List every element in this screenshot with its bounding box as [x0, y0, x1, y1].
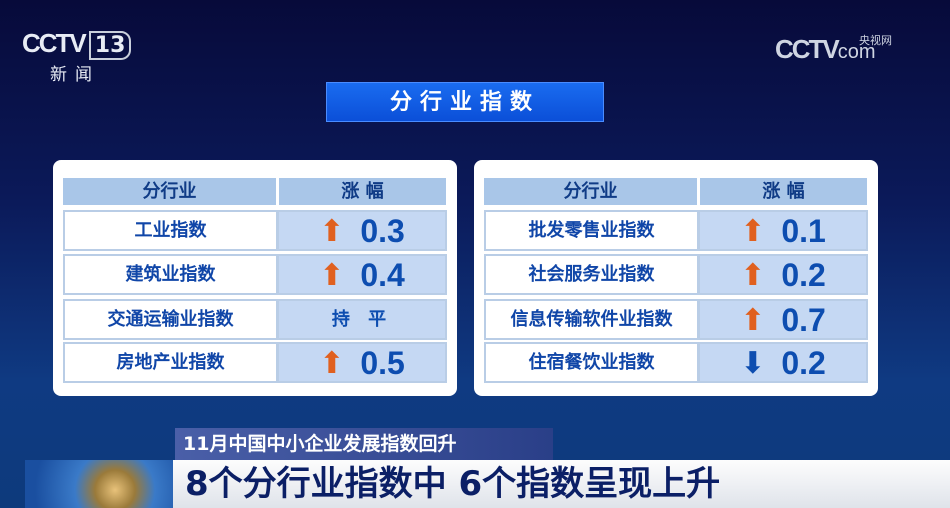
index-table-2: 分行业 涨 幅批发零售业指数 ⬆ 0.1 社会服务业指数 ⬆ 0.2 信息传输软件业指数…: [474, 160, 878, 396]
change-cell: 持 平: [277, 299, 447, 340]
watermark-logo: CCTVcom 央视网: [775, 34, 892, 65]
logo-text: CCTV: [22, 28, 87, 58]
change-cell: ⬆ 0.1: [698, 210, 868, 251]
header-change: 涨 幅: [279, 178, 446, 205]
change-cell: ⬇ 0.2: [698, 342, 868, 383]
header-industry: 分行业: [484, 178, 697, 205]
industry-name: 工业指数: [63, 210, 278, 251]
change-value: 0.2: [781, 257, 826, 293]
industry-name: 房地产业指数: [63, 342, 278, 383]
arrow-up-icon: ⬆: [319, 213, 345, 249]
arrow-down-icon: ⬇: [740, 345, 766, 381]
header-industry: 分行业: [63, 178, 276, 205]
globe-graphic: [25, 460, 173, 508]
industry-name: 批发零售业指数: [484, 210, 699, 251]
industry-name: 建筑业指数: [63, 254, 278, 295]
industry-name: 信息传输软件业指数: [484, 299, 699, 340]
change-value: 0.2: [781, 345, 826, 381]
change-cell: ⬆ 0.3: [277, 210, 447, 251]
change-value: 0.3: [360, 213, 405, 249]
change-value: 0.7: [781, 302, 826, 338]
index-table-1: 分行业 涨 幅工业指数 ⬆ 0.3 建筑业指数 ⬆ 0.4 交通运输业指数 持 平房地产…: [53, 160, 457, 396]
change-value: 0.1: [781, 213, 826, 249]
change-cell: ⬆ 0.5: [277, 342, 447, 383]
change-value: 0.5: [360, 345, 405, 381]
industry-name: 社会服务业指数: [484, 254, 699, 295]
page-title: 分行业指数: [326, 82, 604, 122]
arrow-up-icon: ⬆: [740, 213, 766, 249]
change-cell: ⬆ 0.7: [698, 299, 868, 340]
arrow-up-icon: ⬆: [319, 257, 345, 293]
channel-name: 新闻: [50, 65, 100, 85]
change-value: 0.4: [360, 257, 405, 293]
channel-number: 13: [88, 31, 132, 60]
arrow-up-icon: ⬆: [740, 257, 766, 293]
arrow-up-icon: ⬆: [740, 302, 766, 338]
watermark-text: CCTV: [775, 34, 840, 64]
watermark-suffix: com: [837, 41, 876, 63]
arrow-up-icon: ⬆: [319, 345, 345, 381]
ticker-headline: 11月中国中小企业发展指数回升: [175, 428, 553, 460]
change-cell: ⬆ 0.2: [698, 254, 868, 295]
ticker-main-text: 8个分行业指数中 6个指数呈现上升: [185, 464, 721, 504]
change-cell: ⬆ 0.4: [277, 254, 447, 295]
industry-name: 交通运输业指数: [63, 299, 278, 340]
industry-name: 住宿餐饮业指数: [484, 342, 699, 383]
ticker-bar: 8个分行业指数中 6个指数呈现上升: [25, 460, 950, 508]
header-change: 涨 幅: [700, 178, 867, 205]
channel-logo: CCTV 13 新闻: [22, 28, 132, 85]
change-value: 持 平: [331, 309, 393, 330]
watermark-cn: 央视网: [859, 35, 892, 47]
